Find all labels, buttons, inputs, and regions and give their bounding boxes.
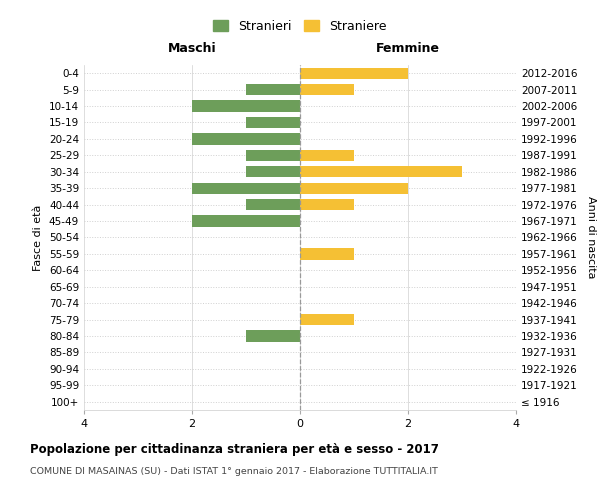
- Bar: [300, 199, 354, 210]
- Bar: [300, 314, 354, 325]
- Bar: [246, 117, 300, 128]
- Bar: [246, 84, 300, 95]
- Bar: [300, 166, 462, 177]
- Bar: [246, 150, 300, 161]
- Y-axis label: Fasce di età: Fasce di età: [34, 204, 43, 270]
- Bar: [192, 100, 300, 112]
- Bar: [192, 182, 300, 194]
- Bar: [300, 68, 408, 79]
- Text: COMUNE DI MASAINAS (SU) - Dati ISTAT 1° gennaio 2017 - Elaborazione TUTTITALIA.I: COMUNE DI MASAINAS (SU) - Dati ISTAT 1° …: [30, 468, 438, 476]
- Text: Popolazione per cittadinanza straniera per età e sesso - 2017: Popolazione per cittadinanza straniera p…: [30, 442, 439, 456]
- Legend: Stranieri, Straniere: Stranieri, Straniere: [209, 16, 391, 37]
- Bar: [246, 166, 300, 177]
- Text: Femmine: Femmine: [376, 42, 440, 54]
- Bar: [300, 84, 354, 95]
- Bar: [192, 134, 300, 144]
- Text: Maschi: Maschi: [167, 42, 217, 54]
- Bar: [300, 150, 354, 161]
- Bar: [246, 199, 300, 210]
- Bar: [246, 330, 300, 342]
- Y-axis label: Anni di nascita: Anni di nascita: [586, 196, 596, 279]
- Bar: [192, 216, 300, 226]
- Bar: [300, 182, 408, 194]
- Bar: [300, 248, 354, 260]
